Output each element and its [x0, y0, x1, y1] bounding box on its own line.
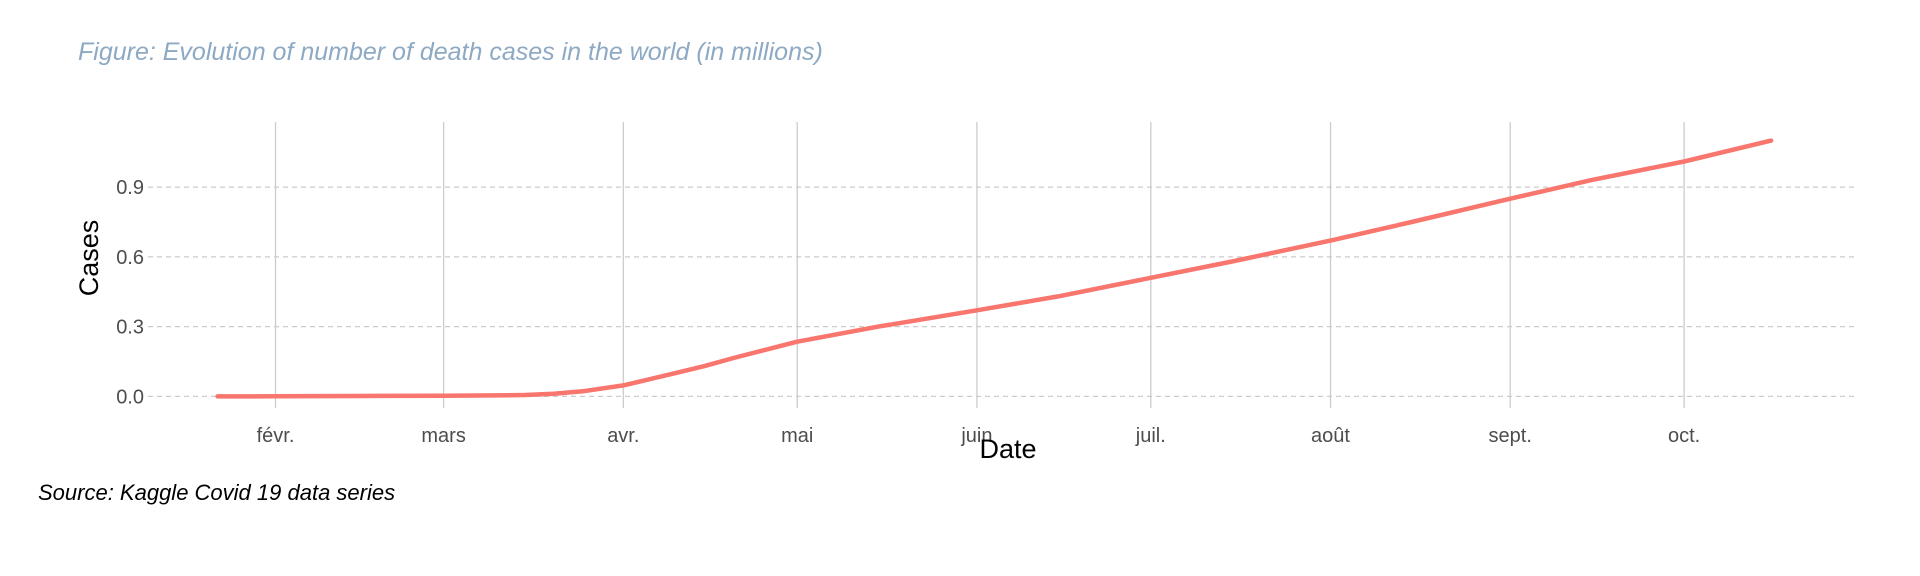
y-axis-label: Cases [74, 220, 104, 297]
x-tick-label: août [1311, 425, 1350, 447]
series-layer [215, 138, 1774, 399]
x-tick-label: sept. [1489, 425, 1532, 447]
y-tick-label: 0.9 [116, 177, 144, 199]
x-tick-label: juil. [1135, 425, 1166, 447]
y-tick-label: 0.3 [116, 317, 144, 339]
y-tick-label: 0.6 [116, 247, 144, 269]
chart-title: Figure: Evolution of number of death cas… [78, 38, 823, 66]
series-line [215, 138, 1774, 399]
x-tick-label: mai [781, 425, 813, 447]
chart-caption: Source: Kaggle Covid 19 data series [38, 480, 395, 505]
x-tick-label: oct. [1668, 425, 1700, 447]
axis-ticks: 0.0 0.3 0.6 0.9 févr. mars avr. mai juin juil. aoû… [116, 177, 1700, 447]
x-tick-label: févr. [257, 425, 295, 447]
x-tick-label: juin [960, 425, 992, 447]
x-tick-label: mars [421, 425, 465, 447]
y-tick-label: 0.0 [116, 386, 144, 408]
x-axis-label: Date [979, 434, 1036, 464]
grid [148, 122, 1858, 408]
x-tick-label: avr. [607, 425, 639, 447]
